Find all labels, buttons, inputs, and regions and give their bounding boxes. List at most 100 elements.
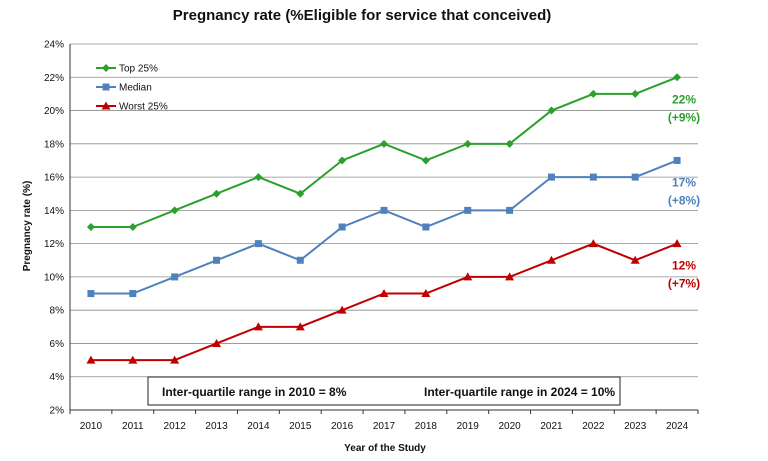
legend-label: Top 25% [119,64,158,75]
data-point [338,156,347,165]
data-point [464,206,472,214]
y-tick-label: 2% [50,406,65,417]
end-value-label: 22% [672,92,696,106]
data-point [380,206,388,214]
x-tick-label: 2011 [122,421,144,432]
y-tick-label: 18% [44,139,64,150]
data-point [588,239,598,248]
data-point [338,223,346,231]
data-point [86,355,96,364]
legend-item: Top 25% [96,64,158,75]
x-axis-title: Year of the Study [344,443,426,454]
y-axis-title: Pregnancy rate (%) [22,181,33,272]
data-point [505,139,514,148]
x-tick-label: 2012 [164,421,187,432]
legend-item: Median [96,83,152,94]
data-point [170,206,179,215]
x-tick-label: 2015 [289,421,312,432]
x-tick-label: 2018 [415,421,438,432]
end-value-label: 17% [672,175,696,189]
end-change-label: (+8%) [668,193,700,207]
legend-label: Median [119,83,152,94]
data-point [421,156,430,165]
data-point [672,239,682,248]
data-point [254,240,262,248]
y-tick-label: 24% [44,40,64,51]
data-point [630,255,640,264]
y-tick-labels: 2% 4% 6% 8% 10% 12% 14% 16% 18% 20% 22% 24% [44,40,64,417]
end-labels: 22% (+9%) 17% (+8%) 12% (+7%) [668,92,700,290]
data-point [463,139,472,148]
y-tick-label: 10% [44,272,64,283]
x-tick-labels: 2010 2011 2012 2013 2014 2015 2016 2017 2018 2019… [69,410,699,432]
annotation-2010: Inter-quartile range in 2010 = 8% [162,385,347,399]
legend-marker [102,83,110,91]
data-point [673,73,682,82]
y-tick-label: 14% [44,206,64,217]
x-tick-label: 2014 [247,421,270,432]
x-tick-label: 2024 [666,421,689,432]
data-point [296,256,304,264]
data-point [589,173,597,181]
end-change-label: (+9%) [668,110,700,124]
axes [69,44,698,411]
data-point [295,322,305,331]
x-tick-label: 2016 [331,421,354,432]
y-tick-label: 22% [44,73,64,84]
data-point [463,272,473,281]
data-point [129,290,137,298]
legend-label: Worst 25% [119,102,168,113]
legend-marker [101,101,111,110]
x-tick-label: 2021 [540,421,563,432]
series-line [90,159,678,295]
end-change-label: (+7%) [668,277,700,291]
legend: Top 25% Median Worst 25% [96,64,168,113]
data-point [589,89,598,98]
x-tick-label: 2019 [457,421,480,432]
y-tick-label: 12% [44,239,64,250]
iqr-annotation-box: Inter-quartile range in 2010 = 8% Inter-… [147,376,621,406]
data-point [422,223,430,231]
data-point [253,322,263,331]
x-tick-label: 2023 [624,421,647,432]
end-value-label: 12% [672,259,696,273]
y-tick-label: 20% [44,106,64,117]
legend-marker [102,64,110,72]
data-point [631,89,640,98]
data-point [296,189,305,198]
data-point [506,206,514,214]
data-point [505,272,515,281]
series-line [90,76,678,228]
data-point [212,189,221,198]
data-point [128,355,138,364]
data-point [254,173,263,182]
data-point [170,355,180,364]
data-point [379,289,389,298]
y-tick-label: 16% [44,173,64,184]
annotation-2024: Inter-quartile range in 2024 = 10% [424,385,615,399]
data-point [87,290,95,298]
x-tick-label: 2022 [582,421,605,432]
y-tick-label: 6% [50,339,65,350]
data-point [673,156,681,164]
series-line [90,242,678,362]
y-tick-label: 4% [50,372,65,383]
series-top-25- [86,73,682,231]
x-tick-label: 2013 [205,421,228,432]
data-point [337,305,347,314]
data-point [547,173,555,181]
chart-title: Pregnancy rate (%Eligible for service th… [173,7,551,24]
legend-item: Worst 25% [96,101,168,113]
data-point [128,223,137,231]
x-tick-label: 2010 [80,421,103,432]
data-point [212,338,222,347]
series-group [86,73,682,364]
series-worst-25- [86,239,682,364]
data-point [86,223,95,231]
data-point [171,273,179,281]
data-point [421,289,431,298]
data-point [213,256,221,264]
annotation-frame [147,376,621,406]
y-tick-label: 8% [50,306,65,317]
series-median [87,156,681,298]
